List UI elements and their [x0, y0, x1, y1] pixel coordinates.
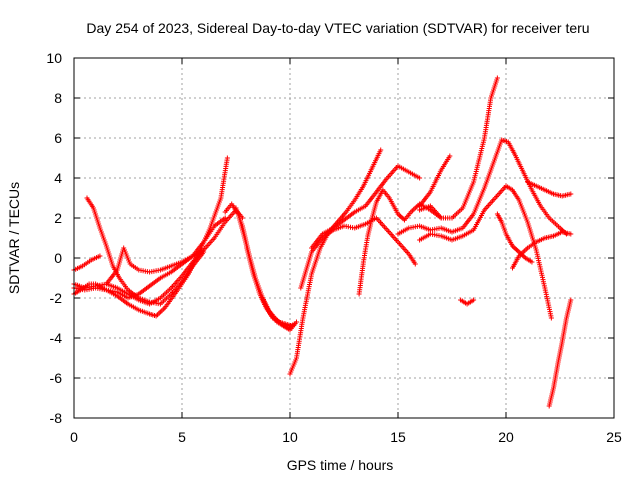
series-track-q	[417, 153, 453, 209]
y-tick-label: -2	[50, 290, 63, 306]
series-track-d	[71, 253, 103, 273]
x-tick-label: 20	[498, 429, 514, 445]
y-tick-label: 0	[54, 250, 62, 266]
series-track-t	[525, 179, 574, 199]
series-track-r	[458, 297, 477, 307]
x-tick-label: 0	[70, 429, 78, 445]
y-tick-label: 10	[46, 50, 62, 66]
chart-title: Day 254 of 2023, Sidereal Day-to-day VTE…	[86, 20, 589, 36]
series-track-f	[103, 245, 207, 287]
x-tick-label: 10	[282, 429, 298, 445]
series-track-u	[546, 297, 574, 409]
series-track-k	[298, 215, 418, 291]
series-track-i	[244, 245, 295, 329]
y-axis-label: SDTVAR / TECUs	[6, 182, 22, 294]
series-track-n	[417, 75, 500, 221]
y-tick-label: 8	[54, 90, 62, 106]
axis-ticks	[73, 57, 615, 419]
x-tick-label: 5	[178, 429, 186, 445]
y-tick-label: -8	[50, 410, 63, 426]
y-tick-label: 6	[54, 130, 62, 146]
series-track-v	[494, 211, 535, 265]
y-tick-label: -4	[50, 330, 63, 346]
y-tick-label: -6	[50, 370, 63, 386]
y-tick-label: 4	[54, 170, 62, 186]
x-axis-label: GPS time / hours	[287, 457, 394, 473]
y-tick-label: 2	[54, 210, 62, 226]
series-track-l	[309, 163, 423, 251]
plot-frame	[73, 57, 615, 419]
x-tick-label: 25	[606, 429, 622, 445]
x-tick-label: 15	[390, 429, 406, 445]
series-track-j	[287, 147, 384, 377]
series-track-h	[233, 205, 297, 331]
series-track-e	[84, 195, 207, 307]
data-series	[71, 75, 574, 409]
series-track-g	[222, 201, 299, 333]
tick-labels: 0 5 10 15 20 25 -8 -6 -4 -2 0 2 4 6 8 10	[46, 50, 622, 445]
series-track-p	[417, 183, 554, 321]
